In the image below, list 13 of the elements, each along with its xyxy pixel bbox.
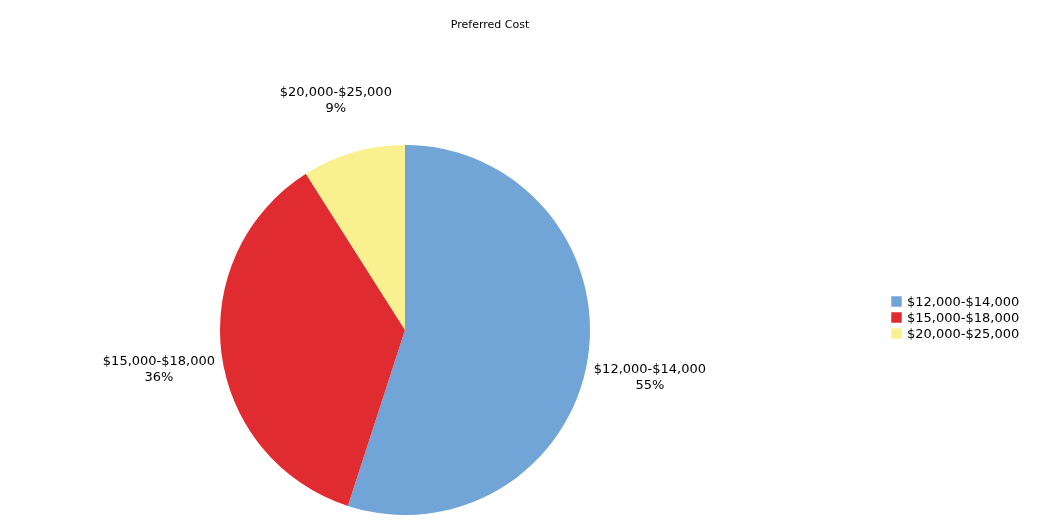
- legend-label: $12,000-$14,000: [907, 293, 1020, 309]
- slice-label: $15,000-$18,000: [102, 353, 216, 369]
- pie-slice: [347, 145, 590, 515]
- chart-title: Preferred Cost: [450, 18, 530, 31]
- pie-slice: [305, 145, 405, 330]
- legend-label: $15,000-$18,000: [907, 309, 1020, 325]
- slice-label: $20,000-$25,000: [279, 83, 392, 99]
- data-label: 9%: [325, 99, 347, 115]
- slice-label: $12,000-$14,000: [593, 360, 707, 376]
- legend-label: $20,000-$25,000: [907, 325, 1020, 341]
- data-label: 36%: [144, 369, 174, 385]
- pie-slice: [220, 173, 405, 506]
- data-label: 55%: [635, 376, 665, 392]
